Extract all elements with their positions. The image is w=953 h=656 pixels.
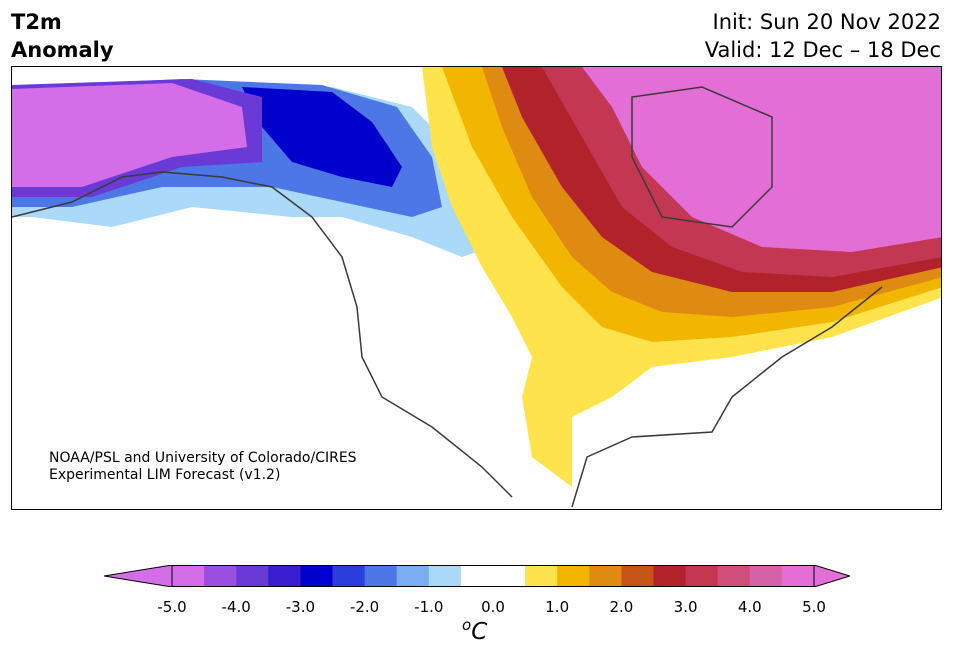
cold-anomaly-core — [242, 87, 402, 187]
colorbar-unit: oC — [462, 616, 487, 645]
colorbar-segment — [172, 565, 205, 587]
colorbar-segment — [364, 565, 398, 587]
forecast-dates: Init: Sun 20 Nov 2022 Valid: 12 Dec – 18… — [705, 8, 941, 64]
credit-line-2: Experimental LIM Forecast (v1.2) — [49, 467, 281, 483]
colorbar-tick-label: 3.0 — [673, 598, 698, 616]
gulf-atlantic-coastline — [571, 286, 883, 508]
colorbar-segment — [268, 565, 301, 587]
colorbar-segment — [621, 565, 654, 587]
valid-range: Valid: 12 Dec – 18 Dec — [704, 38, 941, 62]
hudson-bay-coast — [631, 86, 773, 228]
cold-anomaly-magenta — [12, 83, 247, 187]
colorbar — [104, 565, 850, 587]
map-title: T2m Anomaly — [11, 8, 114, 64]
colorbar-extend-high — [813, 565, 850, 587]
colorbar-segment — [685, 565, 719, 587]
colorbar-tick-label: -5.0 — [157, 598, 187, 616]
unit-letter: C — [471, 619, 488, 645]
anomaly-map — [11, 66, 942, 510]
colorbar-tick-label: -2.0 — [349, 598, 380, 616]
unit-degree: o — [462, 616, 472, 634]
colorbar-ticks: -5.0 -4.0 -3.0 -2.0 -1.0 0.0 1.0 2.0 3.0 4.0 5.0 — [0, 598, 953, 618]
colorbar-segment — [557, 565, 590, 587]
forecast-credit: NOAA/PSL and University of Colorado/CIRE… — [49, 450, 357, 484]
colorbar-segments — [172, 565, 815, 587]
colorbar-segment — [589, 565, 622, 587]
init-date: Init: Sun 20 Nov 2022 — [712, 10, 941, 34]
coastlines — [12, 86, 883, 508]
colorbar-tick-label: 0.0 — [481, 598, 505, 616]
colorbar-segment — [781, 565, 815, 587]
colorbar-segment — [525, 565, 558, 587]
cold-anomaly-region — [12, 79, 492, 257]
colorbar-extend-low — [104, 565, 173, 587]
colorbar-segment — [428, 565, 462, 587]
map-canvas — [12, 67, 941, 508]
colorbar-segment — [717, 565, 751, 587]
colorbar-segment — [749, 565, 783, 587]
colorbar-tick-label: -1.0 — [414, 598, 444, 616]
colorbar-segment — [460, 565, 494, 587]
colorbar-tick-label: -3.0 — [285, 598, 316, 616]
colorbar-segment — [396, 565, 430, 587]
colorbar-tick-label: 5.0 — [802, 598, 826, 616]
colorbar-segment — [204, 565, 237, 587]
colorbar-segment — [332, 565, 366, 587]
warm-anomaly-pink — [582, 67, 941, 252]
colorbar-tick-label: 4.0 — [737, 598, 762, 616]
pacific-coastline — [12, 171, 513, 498]
credit-line-1: NOAA/PSL and University of Colorado/CIRE… — [49, 450, 357, 466]
colorbar-tick-label: -4.0 — [221, 598, 251, 616]
title-line-2: Anomaly — [11, 38, 114, 62]
colorbar-segment — [236, 565, 269, 587]
title-line-1: T2m — [11, 10, 62, 34]
colorbar-segment — [300, 565, 333, 587]
colorbar-tick-label: 2.0 — [609, 598, 634, 616]
colorbar-segment — [493, 565, 526, 587]
colorbar-segment — [653, 565, 687, 587]
colorbar-outline — [171, 565, 815, 587]
warm-anomaly-region — [422, 67, 941, 487]
colorbar-tick-label: 1.0 — [545, 598, 570, 616]
